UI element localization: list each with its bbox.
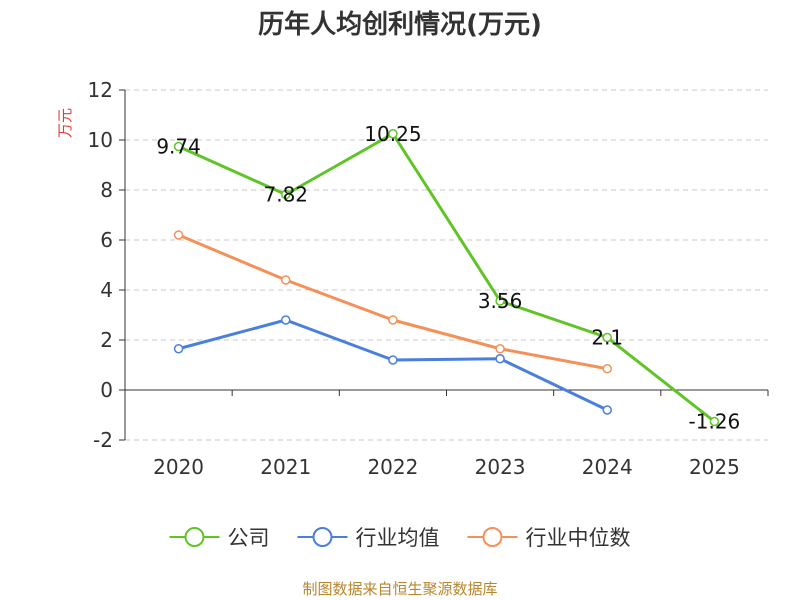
x-tick-label: 2024 <box>582 455 633 479</box>
chart-title: 历年人均创利情况(万元) <box>258 10 542 40</box>
data-point <box>602 364 612 374</box>
x-tick-label: 2025 <box>689 455 740 479</box>
data-label: -1.26 <box>689 410 741 434</box>
legend-item: 公司 <box>169 526 270 550</box>
data-point <box>495 354 505 364</box>
series-lines <box>177 132 716 423</box>
data-label: 7.82 <box>263 183 308 207</box>
data-labels: 9.74 7.82 10.25 3.56 2.1 -1.26 <box>156 122 740 434</box>
series-line <box>178 318 608 412</box>
x-tick-labels: 2020 2021 2022 2023 2024 2025 <box>153 455 740 479</box>
y-tick-label: 12 <box>88 78 113 102</box>
data-point <box>281 189 291 200</box>
data-point <box>173 230 184 240</box>
legend-marker <box>184 527 205 547</box>
legend-label: 行业中位数 <box>526 526 631 550</box>
x-tick-label: 2021 <box>260 455 311 479</box>
y-tick-labels: -2 0 2 4 6 8 10 12 <box>88 78 113 452</box>
legend-marker <box>482 527 503 547</box>
x-tick-label: 2023 <box>475 455 526 479</box>
series-line <box>177 132 716 423</box>
series-points <box>173 129 720 427</box>
legend-label: 公司 <box>228 526 270 550</box>
data-point <box>173 141 184 152</box>
y-tick-label: 4 <box>100 278 113 302</box>
legend: 公司 行业均值 行业中位数 <box>169 526 631 550</box>
data-label: 2.1 <box>591 326 623 350</box>
data-label: 10.25 <box>364 122 421 146</box>
data-point <box>388 129 398 139</box>
axes <box>119 89 769 441</box>
data-point <box>495 296 505 306</box>
data-point <box>388 315 398 325</box>
data-point <box>602 405 612 415</box>
grid-lines <box>125 89 768 441</box>
source-note: 制图数据来自恒生聚源数据库 <box>302 580 498 598</box>
data-label: 3.56 <box>478 289 523 313</box>
data-point <box>602 332 612 343</box>
y-tick-label: 10 <box>88 128 113 152</box>
data-point <box>281 315 291 325</box>
series-line <box>178 233 608 371</box>
legend-item: 行业中位数 <box>467 526 631 550</box>
data-point <box>173 344 184 354</box>
y-axis-label: 万元 <box>56 108 74 138</box>
legend-marker <box>312 527 333 547</box>
y-tick-label: 0 <box>100 378 113 402</box>
data-point <box>388 355 398 365</box>
y-tick-label: 2 <box>100 328 113 352</box>
data-point <box>495 344 505 354</box>
data-point <box>709 416 720 427</box>
legend-item: 行业均值 <box>297 526 440 550</box>
data-label: 9.74 <box>156 135 201 159</box>
data-point <box>281 275 291 285</box>
legend-label: 行业均值 <box>356 526 440 550</box>
y-tick-label: 8 <box>100 178 113 202</box>
y-tick-label: -2 <box>93 428 113 452</box>
y-tick-label: 6 <box>100 228 113 252</box>
x-tick-label: 2020 <box>153 455 204 479</box>
x-tick-label: 2022 <box>367 455 418 479</box>
